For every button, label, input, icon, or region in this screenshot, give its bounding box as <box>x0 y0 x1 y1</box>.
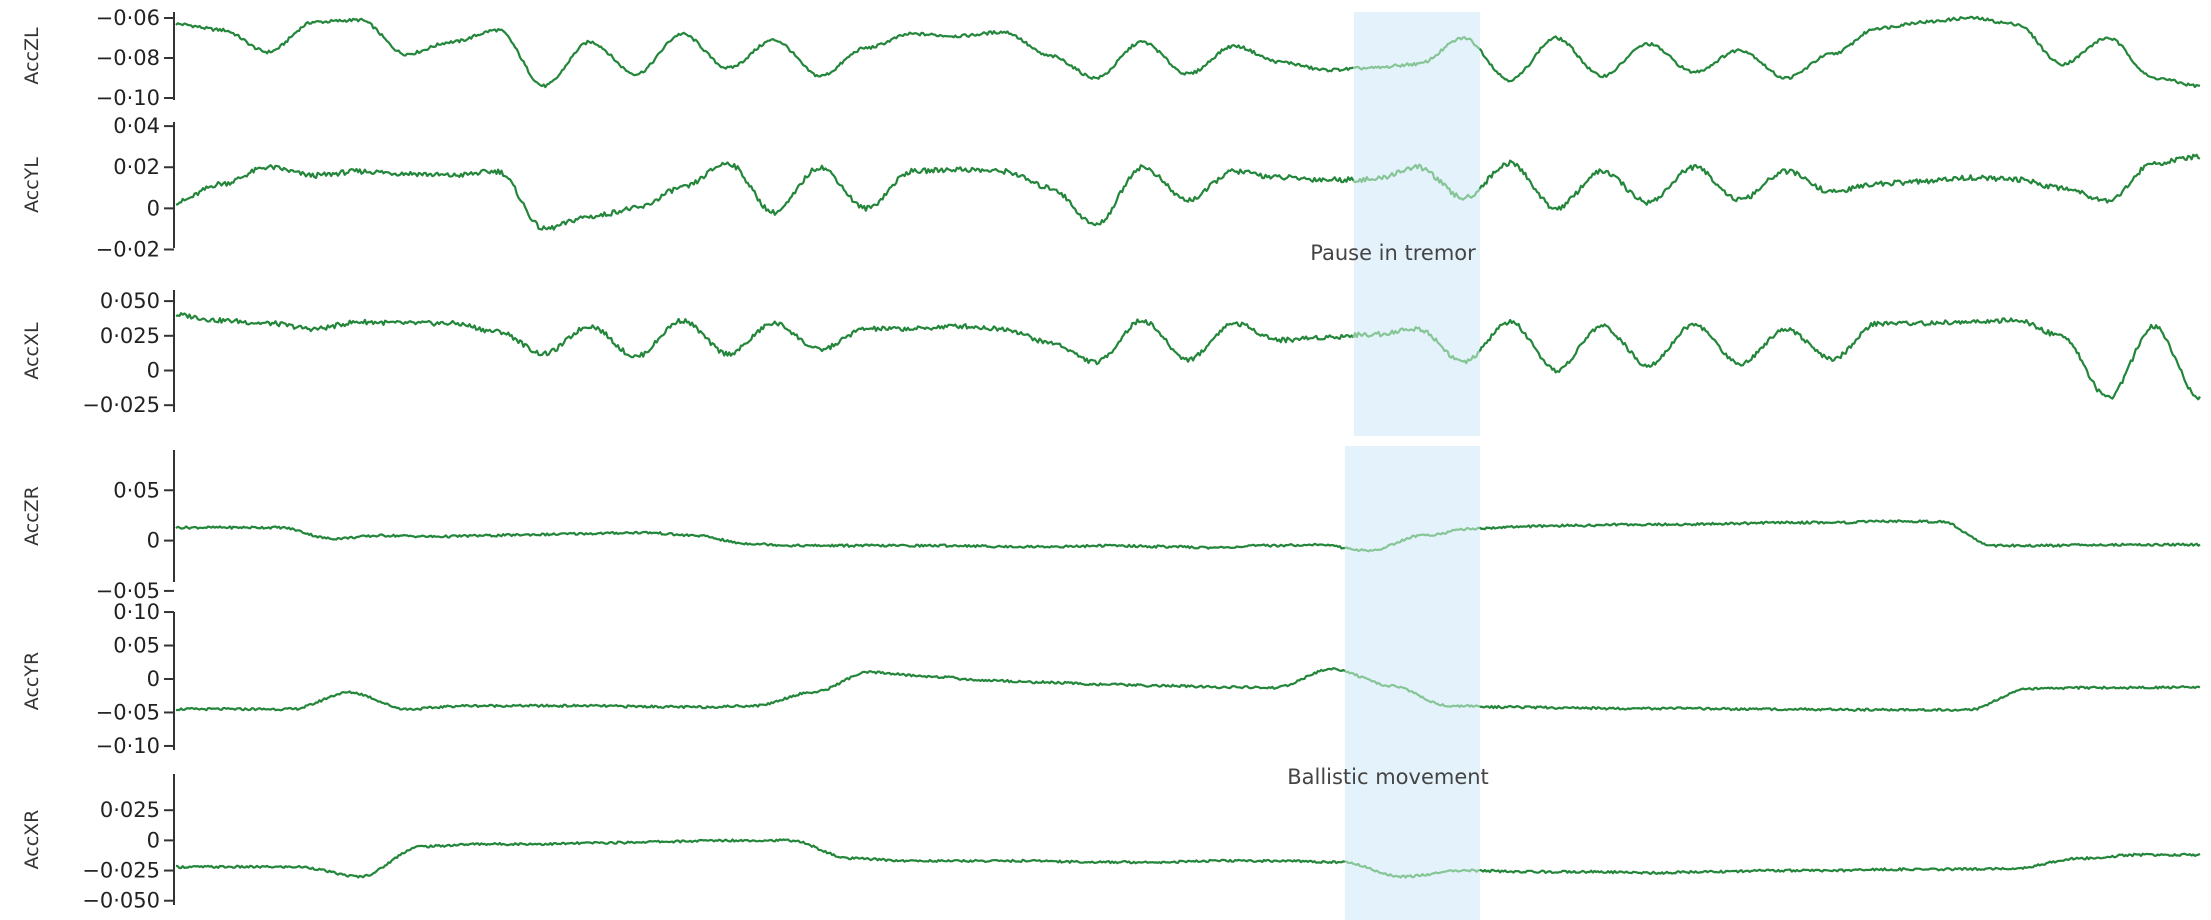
accxr-axis-label: AccXR <box>21 810 43 870</box>
accxl-trace <box>1478 317 2201 401</box>
accxl-tick-label: −0·025 <box>82 393 160 417</box>
accyl-trace <box>175 161 1355 231</box>
accyr-tick-label: 0·10 <box>113 600 160 624</box>
accyr-trace <box>1479 685 2201 712</box>
accyr-tick-label: −0·05 <box>96 700 160 724</box>
acczl-trace-highlighted <box>1353 36 1481 71</box>
acczr-trace <box>175 525 1346 550</box>
accxl-axis-label: AccXL <box>21 322 43 380</box>
pause-annotation: Pause in tremor <box>1310 241 1476 265</box>
acczr-tick-label: 0·05 <box>113 478 160 502</box>
accxr-tick-label: −0·050 <box>82 889 160 913</box>
highlight-bands <box>1345 12 1480 920</box>
acczl-tick-label: −0·08 <box>96 46 160 70</box>
accyr-tick-label: −0·10 <box>96 734 160 758</box>
accyl-tick-label: 0·04 <box>113 114 160 138</box>
accyr-tick-label: 0·05 <box>113 634 160 658</box>
ballistic-highlight-band <box>1345 446 1480 920</box>
accxl-tick-label: 0 <box>147 358 160 382</box>
ballistic-annotation: Ballistic movement <box>1287 765 1489 789</box>
accyl-tick-label: −0·02 <box>96 237 160 261</box>
acczl-trace <box>1478 15 2201 89</box>
acczl-axis-label: AccZL <box>21 27 43 85</box>
accxr-tick-label: 0·025 <box>100 798 160 822</box>
pause-highlight-band <box>1354 12 1480 436</box>
axes: −0·06 −0·08 −0·10 AccZL 0·04 0·02 0 −0·02 AccYL 0… <box>21 6 175 913</box>
accyr-axis-label: AccYR <box>21 652 43 710</box>
accyr-trace-highlighted <box>1344 670 1481 708</box>
accxr-trace <box>1479 852 2201 876</box>
signal-traces <box>175 15 2201 879</box>
accyl-trace-highlighted <box>1352 163 1481 201</box>
acczl-tick-label: −0·10 <box>96 86 160 110</box>
accxr-tick-label: −0·025 <box>82 859 160 883</box>
accyl-trace <box>1478 153 2201 211</box>
acczr-trace <box>1479 519 2201 548</box>
accxl-trace-highlighted <box>1352 326 1481 365</box>
accyl-tick-label: 0·02 <box>113 155 160 179</box>
acczr-axis-label: AccZR <box>21 486 43 546</box>
acczr-trace-highlighted <box>1344 526 1481 553</box>
accyl-axis-label: AccYL <box>21 157 43 213</box>
accyr-tick-label: 0 <box>147 667 160 691</box>
acczr-tick-label: 0 <box>147 529 160 553</box>
accxr-trace-highlighted <box>1344 860 1481 879</box>
accyl-tick-label: 0 <box>147 196 160 220</box>
accxl-tick-label: 0·050 <box>100 289 160 313</box>
accxl-tick-label: 0·025 <box>100 324 160 348</box>
accyr-trace <box>175 667 1346 712</box>
accxr-trace <box>175 838 1346 879</box>
accxr-tick-label: 0 <box>147 828 160 852</box>
acczl-trace <box>175 17 1354 89</box>
acczl-tick-label: −0·06 <box>96 6 160 30</box>
accxl-trace <box>175 312 1355 366</box>
acczr-tick-label: −0·05 <box>96 579 160 603</box>
